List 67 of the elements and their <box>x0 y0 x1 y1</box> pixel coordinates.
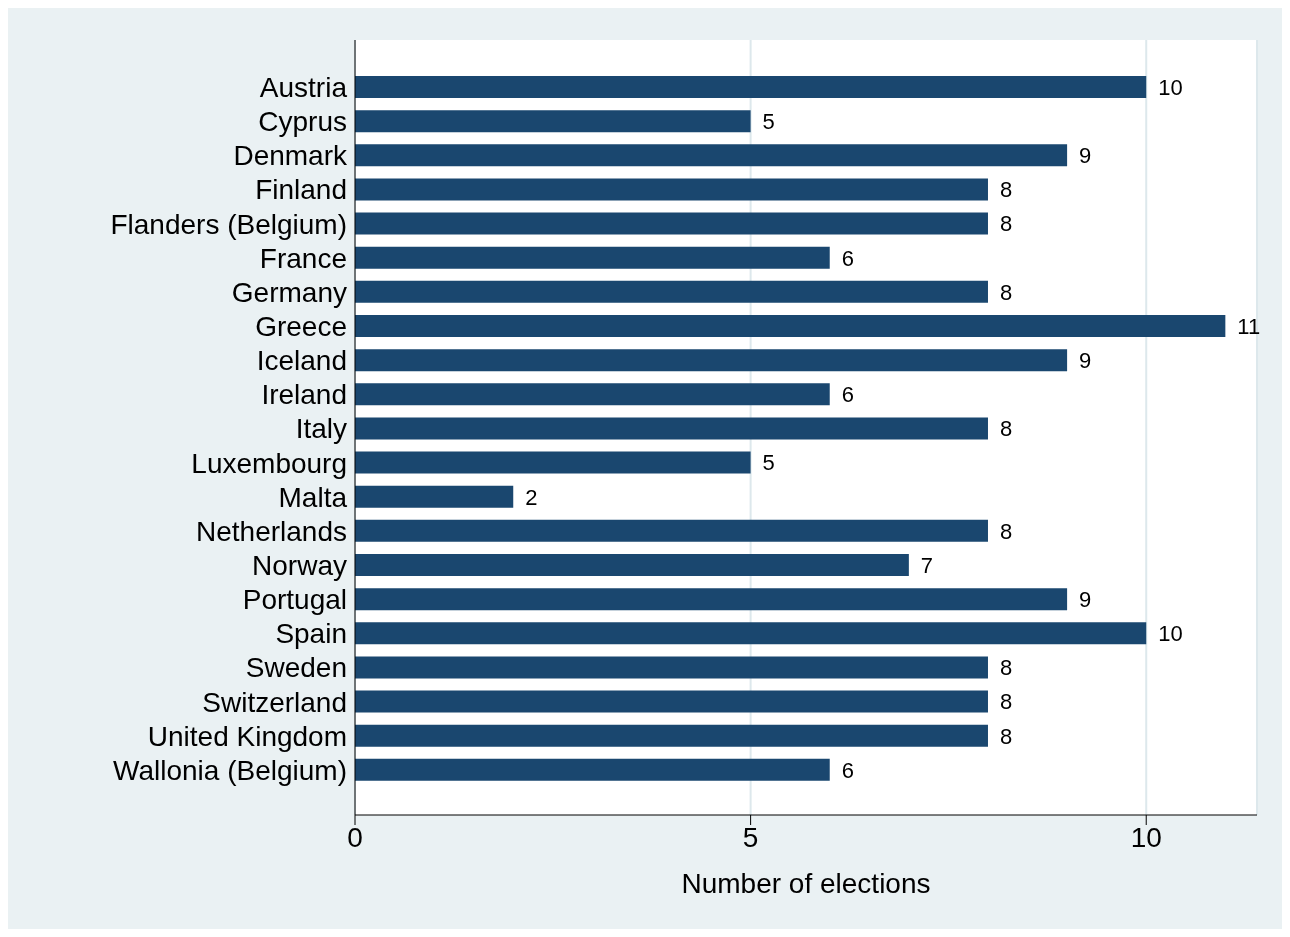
data-label: 6 <box>841 382 854 408</box>
y-tick-label: Greece <box>255 311 347 343</box>
bar <box>355 110 751 133</box>
data-label: 6 <box>841 245 854 271</box>
bar <box>355 178 988 201</box>
y-tick-label: Iceland <box>256 345 347 377</box>
data-label: 11 <box>1237 313 1261 339</box>
x-tick-label: 5 <box>742 821 759 853</box>
data-label: 5 <box>762 108 775 134</box>
y-tick-label: Switzerland <box>202 686 347 718</box>
bar <box>355 315 1226 337</box>
bar <box>355 417 988 440</box>
bar <box>355 451 751 474</box>
bar <box>355 519 988 542</box>
data-label: 6 <box>841 757 854 783</box>
data-label: 10 <box>1158 74 1183 100</box>
y-tick-label: Italy <box>295 413 347 445</box>
y-tick-label: Germany <box>231 276 347 308</box>
bar <box>355 349 1068 372</box>
data-label: 5 <box>762 450 775 476</box>
bar <box>355 622 1147 645</box>
x-axis-title: Number of elections <box>680 868 932 900</box>
bar <box>355 690 988 713</box>
x-tick-label: 10 <box>1130 821 1162 853</box>
y-tick-label: Malta <box>278 481 348 513</box>
y-tick-label: France <box>259 242 347 274</box>
bar <box>355 588 1068 611</box>
data-label: 8 <box>999 655 1013 681</box>
y-tick-label: Netherlands <box>196 515 347 547</box>
bar <box>355 144 1068 167</box>
bar <box>355 758 830 781</box>
y-tick-label: Cyprus <box>258 106 347 138</box>
data-label: 10 <box>1158 621 1183 647</box>
data-label: 2 <box>525 484 538 510</box>
data-label: 8 <box>999 723 1013 749</box>
y-tick-label: Finland <box>255 174 347 206</box>
y-tick-label: Flanders (Belgium) <box>110 208 347 240</box>
data-label: 8 <box>999 689 1013 715</box>
data-label: 8 <box>999 279 1013 305</box>
bar <box>355 280 988 303</box>
bar <box>355 383 830 406</box>
bar <box>355 554 909 576</box>
y-tick-label: Portugal <box>242 584 347 616</box>
data-label: 8 <box>999 177 1013 203</box>
data-label: 8 <box>999 416 1013 442</box>
bar <box>355 485 514 508</box>
data-label: 9 <box>1079 586 1092 612</box>
data-label: 8 <box>999 518 1013 544</box>
y-tick-label: Wallonia (Belgium) <box>113 754 347 786</box>
data-label: 9 <box>1079 143 1092 169</box>
data-label: 7 <box>920 552 934 578</box>
y-tick-label: Sweden <box>245 652 347 684</box>
y-tick-label: United Kingdom <box>147 720 347 752</box>
y-tick-label: Austria <box>259 72 348 104</box>
bar <box>355 76 1147 98</box>
bar <box>355 246 830 269</box>
y-tick-label: Luxembourg <box>191 447 347 479</box>
data-label: 8 <box>999 211 1013 237</box>
bar <box>355 724 988 747</box>
bar <box>355 212 988 235</box>
y-tick-label: Ireland <box>261 379 347 411</box>
y-tick-label: Denmark <box>233 140 348 172</box>
y-tick-label: Spain <box>275 618 347 650</box>
data-label: 9 <box>1079 347 1092 373</box>
bar <box>355 656 988 679</box>
y-tick-label: Norway <box>252 550 347 582</box>
x-tick-label: 0 <box>347 821 363 853</box>
